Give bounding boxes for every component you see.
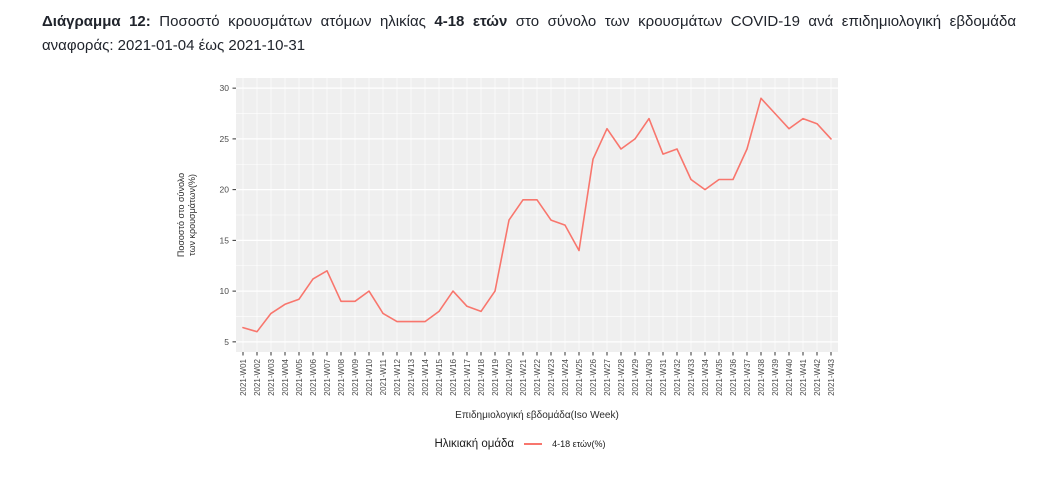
svg-text:2021-W12: 2021-W12 (393, 358, 402, 395)
svg-text:2021-W25: 2021-W25 (575, 358, 584, 395)
svg-text:15: 15 (220, 235, 230, 245)
svg-text:2021-W04: 2021-W04 (281, 358, 290, 395)
line-chart-container: 5 10 15 20 25 30 2021-W01 2021-W02 2021-W03 2021-… (170, 70, 870, 435)
svg-text:2021-W27: 2021-W27 (603, 358, 612, 395)
svg-text:2021-W01: 2021-W01 (239, 358, 248, 395)
svg-text:2021-W31: 2021-W31 (659, 358, 668, 395)
y-axis-labels: 5 10 15 20 25 30 (220, 83, 236, 347)
legend-line-key (524, 443, 543, 445)
svg-text:2021-W21: 2021-W21 (519, 358, 528, 395)
figure-caption: Διάγραμμα 12: Ποσοστό κρουσμάτων ατόμων … (42, 10, 1016, 58)
svg-text:2021-W32: 2021-W32 (673, 358, 682, 395)
svg-text:2021-W24: 2021-W24 (561, 358, 570, 395)
figure-caption-line-2: αναφοράς: 2021-01-04 έως 2021-10-31 (42, 37, 306, 54)
svg-text:2021-W26: 2021-W26 (589, 358, 598, 395)
svg-text:2021-W02: 2021-W02 (253, 358, 262, 395)
svg-text:2021-W37: 2021-W37 (743, 358, 752, 395)
svg-text:2021-W17: 2021-W17 (463, 358, 472, 395)
svg-text:2021-W33: 2021-W33 (687, 358, 696, 395)
svg-text:5: 5 (224, 337, 229, 347)
svg-text:25: 25 (220, 134, 230, 144)
x-axis-labels: 2021-W01 2021-W02 2021-W03 2021-W04 2021-W05… (239, 352, 836, 396)
figure-caption-line-1: Διάγραμμα 12: Ποσοστό κρουσμάτων ατόμων … (42, 10, 1016, 34)
svg-text:2021-W39: 2021-W39 (771, 358, 780, 395)
x-axis-title: Επιδημιολογική εβδομάδα(Iso Week) (455, 409, 619, 421)
figure-number: Διάγραμμα 12: (42, 13, 151, 30)
svg-text:2021-W14: 2021-W14 (421, 358, 430, 395)
svg-text:2021-W30: 2021-W30 (645, 358, 654, 395)
svg-text:2021-W19: 2021-W19 (491, 358, 500, 395)
y-axis-title-line1: Ποσοστό στο σύνολο (176, 173, 186, 257)
svg-text:2021-W11: 2021-W11 (379, 358, 388, 395)
legend-title: Ηλικιακή ομάδα (434, 438, 515, 450)
legend-series-label: 4-18 ετών(%) (552, 439, 606, 449)
svg-text:30: 30 (220, 83, 230, 93)
svg-text:2021-W34: 2021-W34 (701, 358, 710, 395)
svg-text:2021-W41: 2021-W41 (799, 358, 808, 395)
svg-text:2021-W35: 2021-W35 (715, 358, 724, 395)
svg-text:2021-W38: 2021-W38 (757, 358, 766, 395)
svg-text:2021-W09: 2021-W09 (351, 358, 360, 395)
svg-text:2021-W20: 2021-W20 (505, 358, 514, 395)
data-line-series (242, 97, 832, 333)
svg-text:2021-W16: 2021-W16 (449, 358, 458, 395)
svg-text:2021-W22: 2021-W22 (533, 358, 542, 395)
svg-text:2021-W10: 2021-W10 (365, 358, 374, 395)
svg-text:2021-W29: 2021-W29 (631, 358, 640, 395)
svg-text:2021-W06: 2021-W06 (309, 358, 318, 395)
y-axis-title-line2: των κρουσμάτων(%) (187, 174, 197, 256)
svg-text:10: 10 (220, 286, 230, 296)
svg-text:2021-W05: 2021-W05 (295, 358, 304, 395)
svg-text:2021-W28: 2021-W28 (617, 358, 626, 395)
svg-text:2021-W18: 2021-W18 (477, 358, 486, 395)
svg-text:2021-W23: 2021-W23 (547, 358, 556, 395)
svg-text:2021-W42: 2021-W42 (813, 358, 822, 395)
svg-text:2021-W07: 2021-W07 (323, 358, 332, 395)
y-minor-gridlines (236, 113, 838, 317)
svg-text:2021-W08: 2021-W08 (337, 358, 346, 395)
chart-legend: Ηλικιακή ομάδα 4-18 ετών(%) (170, 438, 870, 450)
svg-text:2021-W36: 2021-W36 (729, 358, 738, 395)
svg-text:20: 20 (220, 185, 230, 195)
svg-text:2021-W43: 2021-W43 (827, 358, 836, 395)
caption-age-group: 4-18 ετών (434, 13, 508, 30)
svg-text:2021-W13: 2021-W13 (407, 358, 416, 395)
svg-text:2021-W03: 2021-W03 (267, 358, 276, 395)
caption-text-1: Ποσοστό κρουσμάτων ατόμων ηλικίας (150, 13, 435, 30)
caption-text-2: στο σύνολο των κρουσμάτων COVID-19 ανά ε… (507, 13, 1016, 30)
svg-text:2021-W15: 2021-W15 (435, 358, 444, 395)
svg-text:2021-W40: 2021-W40 (785, 358, 794, 395)
